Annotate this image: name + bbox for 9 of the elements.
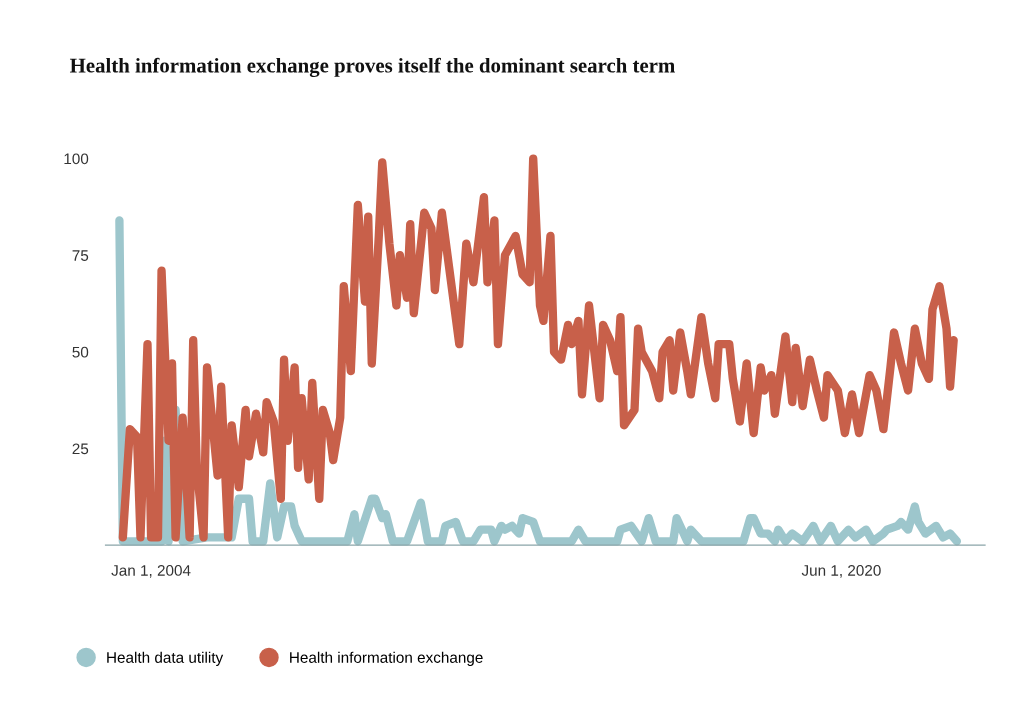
x-tick-label: Jun 1, 2020 bbox=[801, 565, 881, 578]
y-tick-label: 75 bbox=[72, 250, 89, 261]
y-tick-label: 50 bbox=[72, 346, 89, 358]
y-tick-label: 100 bbox=[64, 153, 89, 165]
legend-label: Health data utility bbox=[107, 651, 224, 666]
x-tick-label: Jan 1, 2004 bbox=[111, 565, 191, 578]
chart-title: Health information exchange proves itself the dominant search term bbox=[69, 57, 675, 77]
y-tick-label: 25 bbox=[72, 443, 89, 455]
legend-label: Health information exchange bbox=[290, 651, 483, 666]
